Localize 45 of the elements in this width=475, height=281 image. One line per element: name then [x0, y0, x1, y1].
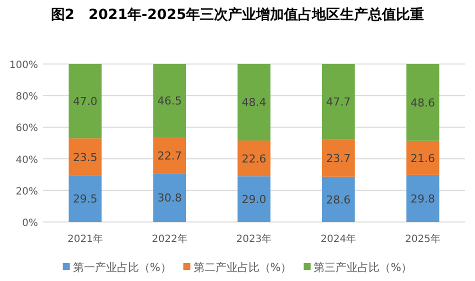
x-tick-label: 2022年: [152, 233, 188, 245]
x-tick-label: 2024年: [320, 233, 356, 245]
bar: [238, 64, 270, 140]
data-label: 29.8: [410, 192, 436, 206]
bar: [68, 138, 102, 176]
data-label: 28.6: [326, 193, 351, 206]
bar: [322, 176, 355, 222]
chart-title: 图2 2021年-2025年三次产业增加值占地区生产总值比重: [50, 6, 425, 25]
bar: [406, 140, 440, 175]
x-tick-label: 2021年: [67, 233, 103, 245]
data-label: 21.6: [410, 152, 436, 165]
y-tick-label: 60%: [16, 123, 38, 134]
legend-label: 第二产业占比（%）: [193, 261, 292, 274]
data-label: 29.0: [242, 193, 266, 206]
legend-label: 第三产业占比（%）: [314, 261, 412, 274]
legend-label: 第一产业占比（%）: [72, 261, 172, 274]
bar: [153, 137, 186, 174]
data-label: 22.6: [242, 152, 266, 166]
bar: [68, 175, 102, 222]
x-tick-label: 2025年: [405, 233, 441, 245]
x-tick-label: 2023年: [236, 233, 272, 245]
data-label: 48.4: [242, 96, 266, 110]
data-label: 29.5: [72, 192, 98, 206]
y-tick-label: 20%: [16, 186, 38, 198]
bar: [153, 173, 186, 222]
bar: [238, 176, 270, 222]
data-label: 47.7: [326, 96, 351, 109]
bar: [406, 174, 440, 222]
y-tick-label: 100%: [9, 60, 38, 71]
bar: [322, 139, 355, 177]
data-label: 47.0: [72, 95, 98, 108]
data-label: 46.5: [157, 94, 182, 108]
data-label: 30.8: [157, 192, 182, 205]
bar: [406, 64, 440, 141]
bar: [322, 64, 355, 140]
data-label: 48.6: [410, 96, 436, 110]
y-tick-label: 80%: [16, 92, 38, 103]
data-label: 23.7: [326, 152, 351, 166]
data-label: 23.5: [72, 150, 98, 164]
y-tick-label: 0%: [22, 218, 38, 229]
bar: [68, 64, 102, 138]
y-tick-label: 40%: [16, 154, 38, 166]
data-label: 22.7: [157, 149, 182, 162]
bar: [153, 64, 186, 138]
bar: [238, 140, 270, 176]
